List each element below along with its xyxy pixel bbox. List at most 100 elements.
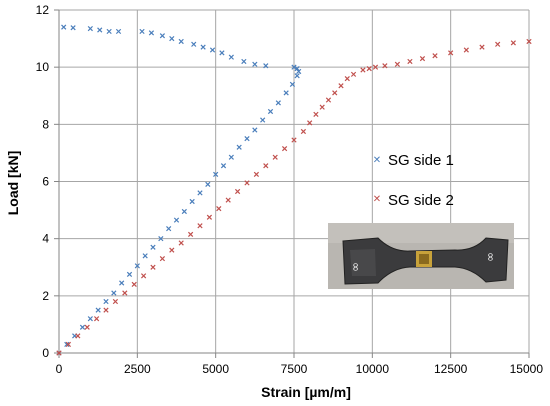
legend-item-sg-side-1: ✕ SG side 1 <box>373 152 454 169</box>
data-point-series-1 <box>275 100 281 106</box>
data-point-series-2 <box>263 163 269 169</box>
series-1 <box>56 24 302 356</box>
data-point-series-1 <box>159 33 166 39</box>
data-point-series-1 <box>181 208 187 215</box>
legend-marker-sg-side-2: ✕ <box>373 194 381 205</box>
data-point-series-1 <box>267 108 274 115</box>
y-tick-label: 2 <box>42 289 49 303</box>
y-axis-title: Load [kN] <box>5 151 21 216</box>
data-point-series-2 <box>122 290 128 296</box>
data-point-series-1 <box>150 244 156 250</box>
data-point-series-1 <box>283 90 289 96</box>
legend-marker-sg-side-1: ✕ <box>373 155 381 166</box>
data-point-series-1 <box>197 190 203 196</box>
data-point-series-2 <box>526 38 532 45</box>
data-point-series-1 <box>200 44 206 50</box>
data-point-series-1 <box>103 298 109 305</box>
data-point-series-2 <box>56 350 62 356</box>
data-point-series-2 <box>382 63 388 69</box>
y-tick-label: 6 <box>42 175 49 189</box>
data-point-series-2 <box>332 90 338 96</box>
data-point-series-2 <box>338 83 344 89</box>
data-point-series-1 <box>220 163 227 169</box>
data-point-series-2 <box>65 341 72 348</box>
data-point-series-2 <box>319 104 325 110</box>
data-points <box>56 24 532 356</box>
data-point-series-1 <box>61 24 67 30</box>
data-point-series-1 <box>70 25 76 31</box>
data-point-series-1 <box>289 81 296 87</box>
data-point-series-1 <box>228 54 234 60</box>
data-point-series-2 <box>372 64 379 70</box>
data-point-series-2 <box>272 154 278 160</box>
legend: ✕ SG side 1 ✕ SG side 2 <box>373 152 454 209</box>
data-point-series-1 <box>139 28 145 35</box>
data-point-series-1 <box>213 171 219 177</box>
data-point-series-2 <box>103 307 109 313</box>
data-point-series-1 <box>158 236 164 242</box>
data-point-series-1 <box>134 263 140 269</box>
tick-labels: 0 2 4 6 8 10 12 0 2500 5000 7500 10000 12500 15000 <box>36 3 544 376</box>
data-point-series-2 <box>140 273 147 279</box>
legend-label-sg-side-1: SG side 1 <box>388 152 454 169</box>
axes <box>54 9 530 358</box>
data-point-series-1 <box>111 290 117 296</box>
specimen-photo: ∞ ∞ <box>328 223 514 289</box>
series-2 <box>56 38 532 356</box>
data-point-series-2 <box>187 231 194 238</box>
data-point-series-1 <box>219 50 225 56</box>
y-tick-label: 4 <box>42 232 49 246</box>
data-point-series-2 <box>495 41 501 47</box>
data-point-series-2 <box>300 128 307 135</box>
data-point-series-2 <box>463 47 469 53</box>
data-point-series-1 <box>191 41 197 47</box>
data-point-series-1 <box>252 61 258 67</box>
data-point-series-1 <box>64 341 70 348</box>
y-tick-label: 8 <box>42 117 49 131</box>
data-point-series-1 <box>173 217 180 223</box>
data-point-series-2 <box>75 333 81 339</box>
data-point-series-1 <box>296 68 302 75</box>
x-tick-label: 0 <box>56 362 63 376</box>
data-point-series-1 <box>169 35 175 42</box>
data-point-series-1 <box>241 58 247 65</box>
data-point-series-2 <box>169 247 175 253</box>
data-point-series-2 <box>206 214 213 220</box>
x-tick-label: 15000 <box>510 362 544 376</box>
data-point-series-2 <box>216 206 222 212</box>
data-point-series-1 <box>106 28 112 35</box>
data-point-series-2 <box>197 223 203 229</box>
data-point-series-1 <box>294 65 300 72</box>
legend-label-sg-side-2: SG side 2 <box>388 192 454 209</box>
data-point-series-1 <box>228 154 234 160</box>
data-point-series-2 <box>84 324 90 330</box>
data-point-series-1 <box>252 127 258 133</box>
data-point-series-1 <box>166 226 172 232</box>
x-tick-label: 7500 <box>281 362 308 376</box>
data-point-series-1 <box>244 136 250 142</box>
y-tick-label: 10 <box>36 60 50 74</box>
x-tick-label: 10000 <box>356 362 390 376</box>
data-point-series-2 <box>307 120 313 126</box>
data-point-series-2 <box>360 67 366 73</box>
data-point-series-2 <box>291 137 297 143</box>
data-point-series-1 <box>260 117 266 123</box>
data-point-series-2 <box>479 44 485 50</box>
data-point-series-2 <box>234 188 241 195</box>
data-point-series-1 <box>142 253 148 259</box>
data-point-series-2 <box>344 75 350 82</box>
data-point-series-1 <box>115 28 122 35</box>
y-tick-label: 12 <box>36 3 50 17</box>
data-point-series-2 <box>448 50 454 56</box>
specimen-mark-left: ∞ <box>349 262 363 272</box>
data-point-series-2 <box>419 55 426 62</box>
data-point-series-2 <box>394 61 401 67</box>
data-point-series-2 <box>510 40 516 46</box>
data-point-series-2 <box>159 256 166 262</box>
legend-item-sg-side-2: ✕ SG side 2 <box>373 192 454 209</box>
x-tick-label: 12500 <box>434 362 468 376</box>
y-tick-label: 0 <box>42 346 49 360</box>
data-point-series-1 <box>263 63 269 69</box>
data-point-series-1 <box>95 307 101 313</box>
data-point-series-2 <box>366 65 372 72</box>
